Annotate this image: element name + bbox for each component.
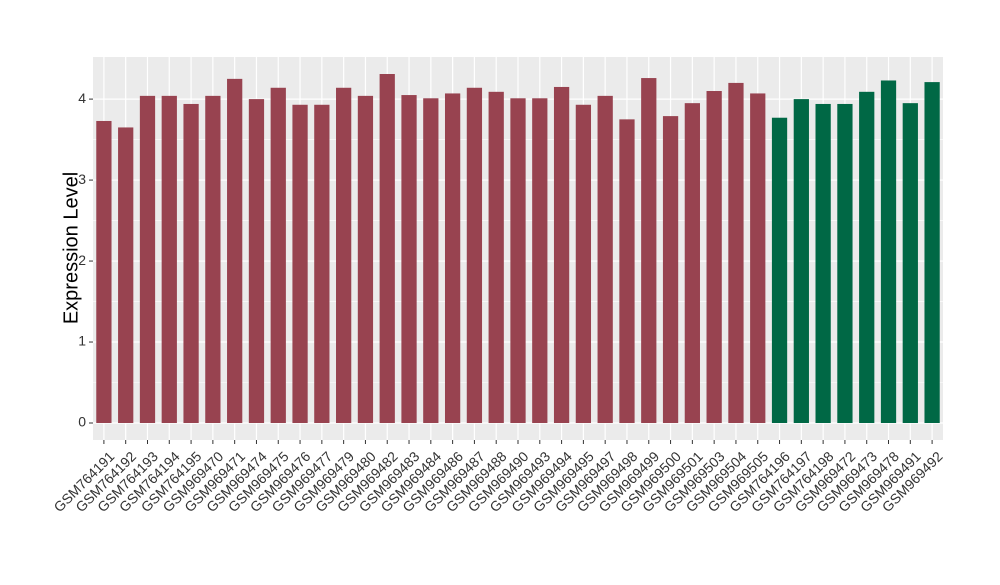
bar [379,74,395,423]
bar [619,119,635,423]
y-tick-label: 4 [78,90,86,106]
bar [837,103,853,423]
bar [662,116,679,423]
bar [924,82,940,423]
bar [314,104,330,423]
bar [227,78,243,423]
bar [880,80,897,423]
bar [553,86,570,423]
bar [139,95,156,423]
bar [118,127,134,423]
bar [488,91,504,423]
bar [466,87,483,423]
bar [793,99,809,423]
y-axis-label: Expression Level [60,172,82,324]
y-tick-label: 0 [78,414,86,430]
bar [357,95,374,423]
bar [641,78,657,423]
y-tick-label: 1 [78,333,86,349]
bar [444,93,461,423]
bar [771,117,788,423]
bar [183,103,199,423]
bar [248,99,265,423]
y-tick-label: 3 [78,171,86,187]
y-tick-label: 2 [78,252,86,268]
bar [96,120,112,423]
bar [859,91,875,423]
bar [815,103,831,423]
bar [205,95,221,423]
bar [728,82,744,423]
bar [510,98,526,423]
bar [532,98,548,423]
bar [902,103,918,423]
bar [336,87,352,423]
bar [597,95,613,423]
bar [706,91,722,423]
bar [575,104,592,423]
bar [161,95,177,423]
bar [292,104,308,423]
bar [270,87,286,423]
bar [423,98,439,423]
bar [684,103,700,423]
bar [750,93,766,423]
bar [401,95,417,423]
